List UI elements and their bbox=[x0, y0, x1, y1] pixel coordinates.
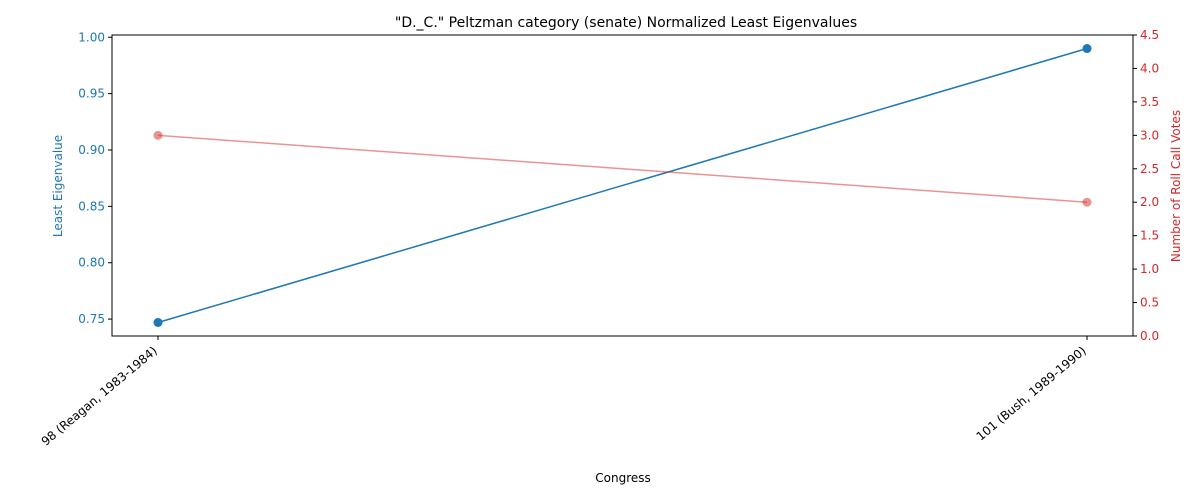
right-tick-label: 0.5 bbox=[1140, 296, 1159, 310]
right-tick-label: 2.5 bbox=[1140, 162, 1159, 176]
plot-frame bbox=[111, 34, 1134, 337]
x-axis-title: Congress bbox=[595, 471, 651, 485]
right-tick-label: 1.0 bbox=[1140, 262, 1159, 276]
right-tick-label: 4.5 bbox=[1140, 28, 1159, 42]
left-axis-ticks: 0.75 0.80 0.85 0.90 0.95 1.00 bbox=[78, 30, 112, 326]
series-left-line bbox=[157, 47, 1088, 324]
x-tick-label: 98 (Reagan, 1983-1984) bbox=[39, 344, 160, 449]
chart-title: "D._C." Peltzman category (senate) Norma… bbox=[395, 15, 857, 31]
left-axis-title: Least Eigenvalue bbox=[51, 135, 65, 237]
right-tick-label: 3.5 bbox=[1140, 95, 1159, 109]
left-tick-label: 0.85 bbox=[78, 199, 105, 213]
right-tick-label: 0.0 bbox=[1140, 329, 1159, 343]
series-right-point bbox=[1082, 197, 1092, 207]
left-tick-label: 0.95 bbox=[78, 87, 105, 101]
x-tick-label: 101 (Bush, 1989-1990) bbox=[974, 344, 1089, 444]
right-axis-ticks: 0.0 0.5 1.0 1.5 2.0 2.5 3.0 3.5 4.0 4.5 bbox=[1133, 28, 1159, 343]
series-right-line bbox=[157, 134, 1088, 203]
x-axis-ticks: 98 (Reagan, 1983-1984) 101 (Bush, 1989-19… bbox=[39, 336, 1089, 449]
series-right-point bbox=[153, 130, 163, 140]
right-axis-title: Number of Roll Call Votes bbox=[1169, 110, 1183, 262]
right-tick-label: 1.5 bbox=[1140, 229, 1159, 243]
series-left-point bbox=[1082, 44, 1092, 54]
left-tick-label: 0.80 bbox=[78, 256, 105, 270]
series-layer bbox=[153, 44, 1092, 327]
left-tick-label: 1.00 bbox=[78, 30, 105, 44]
series-left-point bbox=[153, 317, 163, 327]
right-tick-label: 3.0 bbox=[1140, 128, 1159, 142]
right-tick-label: 4.0 bbox=[1140, 61, 1159, 75]
right-tick-label: 2.0 bbox=[1140, 195, 1159, 209]
left-tick-label: 0.75 bbox=[78, 312, 105, 326]
left-tick-label: 0.90 bbox=[78, 143, 105, 157]
